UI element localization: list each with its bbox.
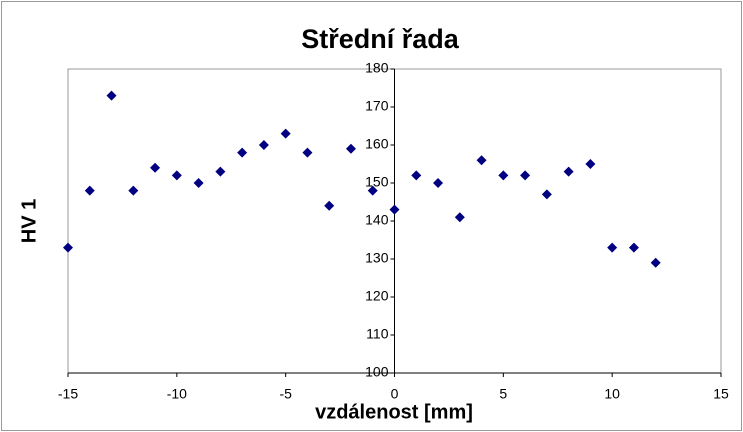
data-point <box>150 162 161 173</box>
y-tick-label: 130 <box>365 250 389 266</box>
data-point <box>171 170 182 181</box>
y-tick-label: 100 <box>365 364 389 380</box>
data-point <box>215 166 226 177</box>
y-tick-label: 180 <box>365 60 389 76</box>
data-point <box>367 185 378 196</box>
data-point <box>389 204 400 215</box>
x-tick-label: -10 <box>167 386 187 402</box>
data-point <box>345 143 356 154</box>
data-point <box>563 166 574 177</box>
data-point <box>541 189 552 200</box>
data-point <box>607 242 618 253</box>
y-tick-label: 110 <box>366 326 389 342</box>
data-point <box>476 155 487 166</box>
y-tick-label: 150 <box>365 174 389 190</box>
data-point <box>84 185 95 196</box>
y-tick-label: 120 <box>365 288 389 304</box>
data-point <box>258 140 269 150</box>
x-tick-label: -5 <box>279 386 292 402</box>
data-point <box>520 170 531 181</box>
data-point <box>411 170 422 181</box>
x-tick-label: 15 <box>713 386 729 402</box>
data-point <box>628 242 639 253</box>
data-point <box>63 242 73 253</box>
y-tick-label: 160 <box>365 136 389 152</box>
data-point <box>585 159 596 169</box>
y-tick-label: 140 <box>365 212 389 228</box>
x-tick-label: 0 <box>391 386 399 402</box>
y-axis-title: HV 1 <box>18 199 40 243</box>
data-point <box>454 212 465 223</box>
x-tick-label: 10 <box>604 386 620 402</box>
x-tick-label: -15 <box>58 386 78 402</box>
y-tick-label: 170 <box>365 98 389 114</box>
data-point <box>128 185 139 196</box>
x-axis-title: vzdálenost [mm] <box>315 401 473 423</box>
x-tick-label: 5 <box>499 386 507 402</box>
chart-title: Střední řada <box>301 24 460 54</box>
data-point <box>498 170 509 181</box>
data-point <box>324 200 335 211</box>
data-point <box>106 90 117 101</box>
data-point <box>433 178 444 188</box>
data-point <box>237 147 248 158</box>
data-point <box>280 128 291 139</box>
data-point <box>193 178 204 188</box>
data-point <box>302 147 313 158</box>
data-point <box>650 257 661 268</box>
